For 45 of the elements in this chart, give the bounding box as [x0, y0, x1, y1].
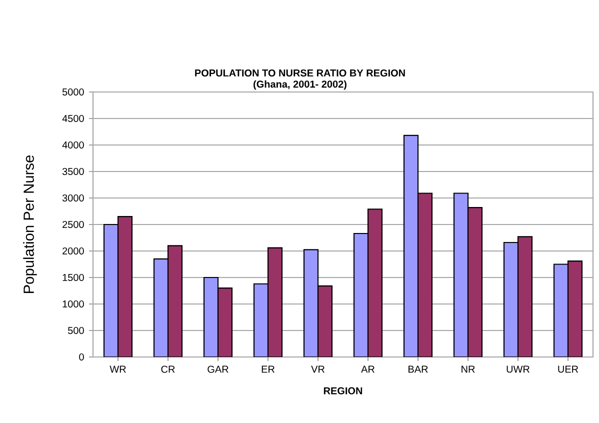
bar	[403, 134, 419, 357]
x-tick-label: NR	[462, 366, 475, 373]
x-tick-label: CR	[161, 366, 175, 373]
y-tick-label: 2000	[62, 247, 84, 255]
x-tick-label: AR	[361, 366, 374, 373]
x-tick-label: ER	[262, 366, 274, 373]
bar	[467, 206, 483, 357]
y-tick-label: 0	[79, 353, 84, 361]
x-axis-title: REGION	[324, 387, 362, 394]
bar	[217, 288, 233, 357]
bar	[503, 242, 519, 357]
bar	[153, 258, 169, 357]
bar	[203, 276, 219, 357]
x-tick-label: UWR	[506, 366, 530, 373]
y-tick-label: 4000	[62, 141, 84, 149]
chart-title: POPULATION TO NURSE RATIO BY REGION	[195, 69, 405, 77]
bar	[303, 249, 319, 357]
y-tick-label: 1000	[62, 300, 84, 308]
y-tick-label: 5000	[62, 88, 84, 96]
y-axis-title: Population Per Nurse	[23, 155, 37, 293]
x-tick-label: GAR	[208, 366, 228, 373]
y-tick-label: 500	[68, 326, 84, 334]
x-tick-label: BAR	[408, 366, 428, 373]
bar	[453, 192, 469, 357]
bar	[517, 236, 533, 357]
chart-subtitle: (Ghana, 2001- 2002)	[254, 80, 346, 90]
x-tick-label: UER	[558, 366, 578, 373]
bar	[104, 224, 118, 357]
bar	[317, 285, 333, 357]
bar	[267, 247, 283, 357]
y-tick-label: 4500	[62, 114, 84, 122]
bar	[167, 245, 183, 357]
y-tick-label: 3000	[62, 194, 84, 202]
bar	[417, 192, 433, 357]
bar	[353, 232, 369, 357]
bar	[567, 260, 583, 357]
y-tick-label: 2500	[62, 220, 84, 228]
x-tick-label: VR	[311, 366, 324, 373]
bar	[367, 208, 383, 357]
y-tick-label: 3500	[62, 168, 84, 176]
bar	[253, 283, 269, 357]
bar	[118, 216, 132, 357]
bar	[553, 264, 569, 357]
y-tick-label: 1500	[62, 274, 84, 282]
x-tick-label: WR	[110, 366, 126, 373]
